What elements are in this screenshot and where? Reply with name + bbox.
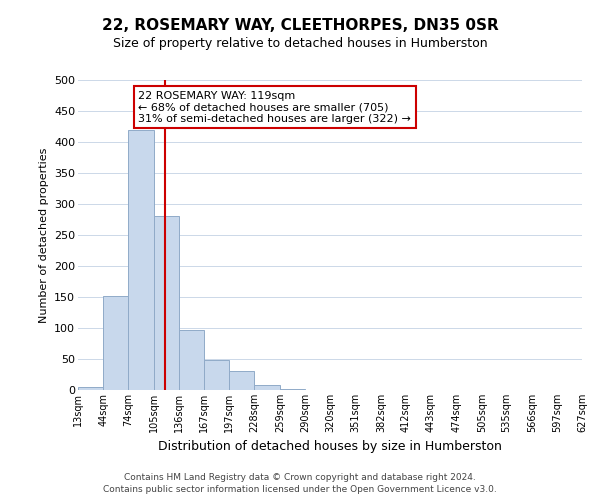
Bar [154,216,179,390]
Y-axis label: Number of detached properties: Number of detached properties [38,148,49,322]
Bar [205,360,229,390]
Bar [128,130,154,390]
X-axis label: Distribution of detached houses by size in Humberston: Distribution of detached houses by size … [158,440,502,454]
Bar [103,296,128,390]
Bar [229,372,254,390]
Bar [254,385,280,390]
Text: Contains HM Land Registry data © Crown copyright and database right 2024.: Contains HM Land Registry data © Crown c… [124,472,476,482]
Text: 22 ROSEMARY WAY: 119sqm
← 68% of detached houses are smaller (705)
31% of semi-d: 22 ROSEMARY WAY: 119sqm ← 68% of detache… [139,91,412,124]
Text: 22, ROSEMARY WAY, CLEETHORPES, DN35 0SR: 22, ROSEMARY WAY, CLEETHORPES, DN35 0SR [101,18,499,32]
Bar [179,330,205,390]
Text: Contains public sector information licensed under the Open Government Licence v3: Contains public sector information licen… [103,485,497,494]
Text: Size of property relative to detached houses in Humberston: Size of property relative to detached ho… [113,38,487,51]
Bar [78,387,103,390]
